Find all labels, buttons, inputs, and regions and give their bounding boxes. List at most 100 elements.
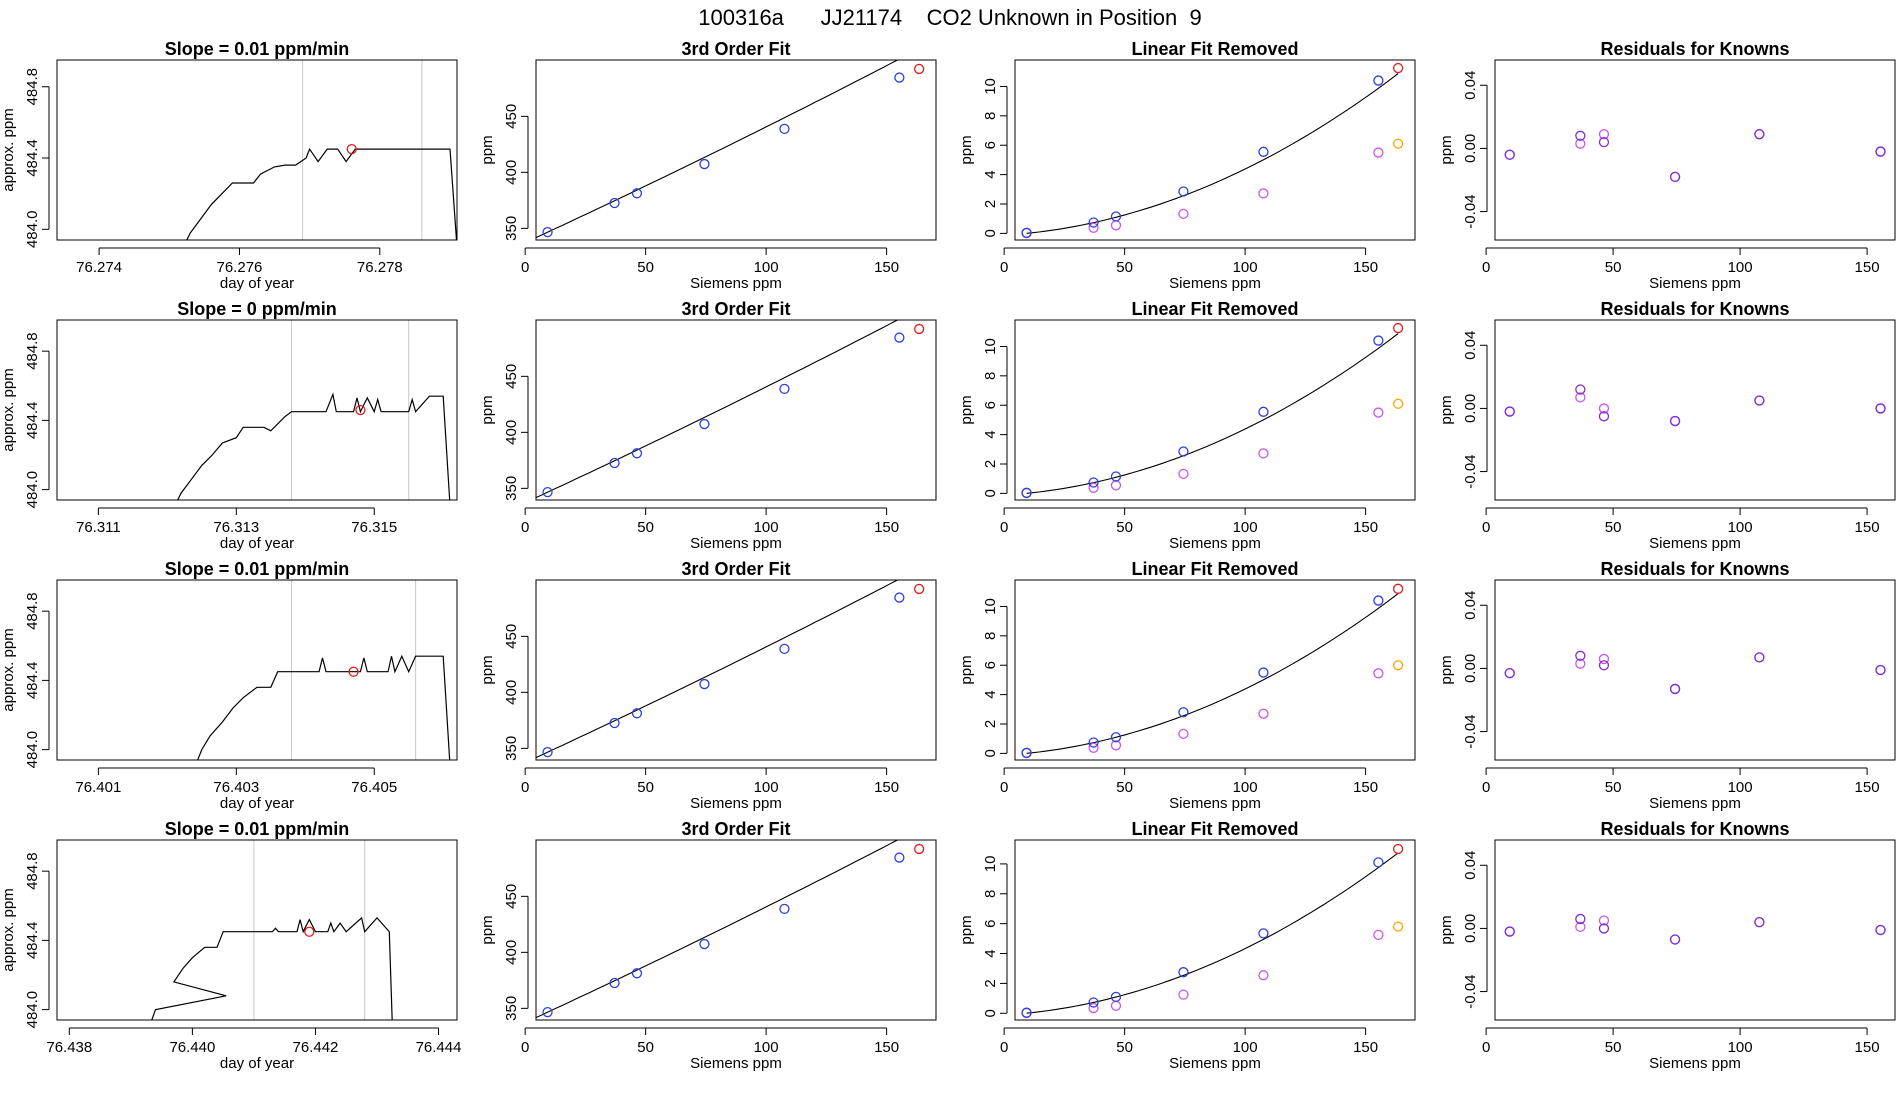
data-point-fit bbox=[542, 487, 553, 498]
x-tick-label: 100 bbox=[754, 779, 779, 796]
data-point-mean bbox=[304, 926, 315, 937]
plot-area bbox=[536, 580, 925, 759]
plot-area bbox=[1021, 583, 1404, 759]
fit-curve bbox=[536, 60, 899, 239]
chart-title: Residuals for Knowns bbox=[1600, 559, 1789, 579]
y-tick-label: 8 bbox=[982, 372, 999, 380]
y-tick-label: 2 bbox=[982, 460, 999, 468]
y-tick-label: 6 bbox=[982, 661, 999, 669]
x-tick-label: 100 bbox=[1728, 1039, 1753, 1056]
data-point-fit bbox=[1110, 991, 1122, 1002]
data-point-unknown bbox=[1392, 62, 1404, 74]
y-tick-label: 400 bbox=[503, 940, 520, 965]
x-tick-label: 100 bbox=[1233, 779, 1258, 796]
x-tick-label: 150 bbox=[874, 519, 899, 536]
data-point-fit bbox=[1598, 136, 1610, 148]
plot-frame bbox=[535, 579, 937, 761]
y-axis-label: ppm bbox=[958, 395, 975, 424]
plot-area bbox=[536, 60, 925, 239]
chart-title: 3rd Order Fit bbox=[681, 39, 790, 59]
x-tick-label: 0 bbox=[521, 1039, 529, 1056]
y-tick-label: 2 bbox=[982, 200, 999, 208]
x-axis-label: Siemens ppm bbox=[1649, 275, 1741, 292]
plot-area bbox=[1504, 913, 1886, 945]
plot-area bbox=[1504, 650, 1886, 695]
y-tick-label: 350 bbox=[503, 736, 520, 761]
x-tick-label: 76.405 bbox=[351, 779, 397, 796]
chart-title: Linear Fit Removed bbox=[1131, 39, 1298, 59]
data-point-fit bbox=[1875, 924, 1886, 936]
fit-curve bbox=[1026, 852, 1399, 1014]
y-tick-label: 0.00 bbox=[1462, 394, 1479, 423]
data-point-fit bbox=[1110, 732, 1122, 743]
data-point-fit bbox=[1875, 664, 1886, 676]
x-tick-label: 0 bbox=[1482, 779, 1490, 796]
chart-panel-fit-row-1: 3rd Order Fit 0 50 100 150 Siemens ppm 350 400 4… bbox=[479, 299, 937, 552]
plot-frame bbox=[56, 579, 458, 761]
data-point-fit bbox=[699, 158, 710, 170]
x-tick-label: 150 bbox=[1353, 259, 1378, 276]
x-tick-label: 0 bbox=[1000, 519, 1008, 536]
data-point-known bbox=[1598, 403, 1610, 414]
data-point-known bbox=[1598, 653, 1610, 665]
x-tick-label: 50 bbox=[1605, 519, 1622, 536]
x-tick-label: 100 bbox=[1233, 259, 1258, 276]
chart-panel-residuals-row-1: Residuals for Knowns 0 50 100 150 Siemens ppm… bbox=[1438, 299, 1896, 552]
y-tick-label: 0.04 bbox=[1462, 851, 1479, 880]
chart-panel-residuals-row-2: Residuals for Knowns 0 50 100 150 Siemens ppm… bbox=[1438, 559, 1896, 812]
chart-title: Residuals for Knowns bbox=[1600, 39, 1789, 59]
x-tick-label: 50 bbox=[637, 1039, 654, 1056]
x-tick-label: 76.442 bbox=[293, 1039, 339, 1056]
x-axis-label: Siemens ppm bbox=[1649, 1055, 1741, 1072]
x-tick-label: 76.401 bbox=[75, 779, 121, 796]
data-point-fit bbox=[699, 938, 710, 950]
data-point-fit bbox=[1373, 857, 1384, 868]
data-point-fit bbox=[1178, 967, 1189, 978]
data-point-fit bbox=[1373, 75, 1384, 86]
data-point-known bbox=[1373, 929, 1384, 941]
y-tick-label: -0.04 bbox=[1462, 714, 1479, 748]
data-point-fit bbox=[1110, 471, 1122, 482]
fit-curve bbox=[536, 580, 899, 759]
x-axis-label: Siemens ppm bbox=[690, 795, 782, 812]
chart-title: Residuals for Knowns bbox=[1600, 819, 1789, 839]
data-point-fit bbox=[1258, 406, 1269, 417]
data-point-fit bbox=[1178, 446, 1189, 457]
data-point-known bbox=[1598, 915, 1610, 926]
y-axis-label: approx. ppm bbox=[0, 628, 17, 711]
y-tick-label: 450 bbox=[503, 364, 520, 389]
data-point-unknown-raw bbox=[1392, 921, 1404, 932]
plot-area bbox=[1021, 322, 1404, 499]
data-point-known bbox=[1598, 129, 1610, 140]
chart-panel-timeseries-row-0: Slope = 0.01 ppm/min 76.274 76.276 76.278 da… bbox=[0, 39, 458, 292]
x-axis-label: Siemens ppm bbox=[1169, 795, 1261, 812]
chart-panel-timeseries-row-2: Slope = 0.01 ppm/min 76.401 76.403 76.405 da… bbox=[0, 559, 458, 812]
x-tick-label: 100 bbox=[754, 259, 779, 276]
x-tick-label: 50 bbox=[637, 779, 654, 796]
data-point-fit bbox=[631, 188, 643, 199]
x-axis-label: Siemens ppm bbox=[1649, 535, 1741, 552]
data-point-fit bbox=[1258, 928, 1269, 939]
x-axis-label: Siemens ppm bbox=[690, 1055, 782, 1072]
x-axis-label: day of year bbox=[220, 535, 294, 552]
x-tick-label: 50 bbox=[1116, 1039, 1133, 1056]
data-point-fit bbox=[894, 332, 905, 343]
chart-title: Slope = 0 ppm/min bbox=[177, 299, 337, 319]
data-point-known bbox=[1110, 1000, 1122, 1011]
plot-area bbox=[197, 580, 451, 760]
plot-frame bbox=[1494, 319, 1896, 501]
data-point-known bbox=[1110, 480, 1122, 491]
y-tick-label: 0 bbox=[982, 229, 999, 237]
data-point-fit bbox=[779, 123, 790, 135]
data-point-unknown bbox=[913, 583, 925, 595]
data-point-fit bbox=[609, 197, 620, 209]
x-tick-label: 76.278 bbox=[357, 259, 403, 276]
data-point-unknown bbox=[913, 323, 925, 335]
y-tick-label: -0.04 bbox=[1462, 194, 1479, 228]
chart-title: Slope = 0.01 ppm/min bbox=[165, 819, 350, 839]
data-point-fit bbox=[1088, 477, 1099, 488]
data-point-known bbox=[1178, 208, 1189, 219]
data-point-fit bbox=[1504, 668, 1515, 679]
x-axis-label: Siemens ppm bbox=[1169, 275, 1261, 292]
data-point-fit bbox=[1504, 149, 1515, 160]
